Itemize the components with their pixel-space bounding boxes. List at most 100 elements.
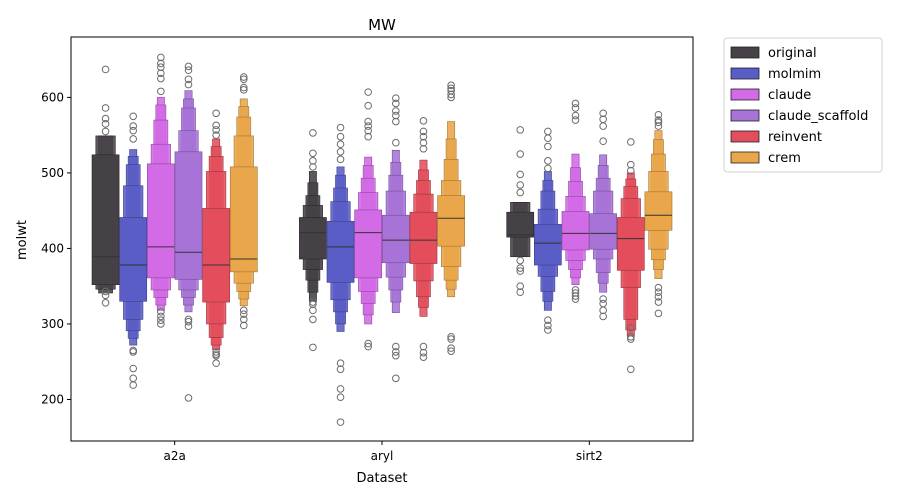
outlier-point <box>392 348 400 356</box>
plot-area <box>91 53 673 426</box>
outlier-point <box>516 126 525 134</box>
legend-label-molmim: molmim <box>768 67 821 82</box>
outlier-point <box>599 115 607 124</box>
boxen-box <box>561 211 590 251</box>
outlier-point <box>419 117 428 125</box>
legend-label-claude_scaffold: claude_scaffold <box>768 109 868 124</box>
outlier-point <box>392 117 400 126</box>
boxen-box <box>409 211 438 264</box>
outlier-point <box>392 94 400 102</box>
outlier-point <box>157 316 165 324</box>
outlier-point <box>516 288 525 297</box>
x-axis: a2a aryl sirt2 <box>163 441 603 463</box>
outlier-point <box>309 149 317 158</box>
outlier-point <box>157 63 165 72</box>
outlier-point <box>364 132 372 141</box>
outlier-point <box>419 348 428 357</box>
x-tick-label: sirt2 <box>576 449 603 463</box>
outlier-point <box>157 74 165 83</box>
outlier-point <box>364 88 372 96</box>
outlier-point <box>101 104 110 112</box>
boxen-molmim-a2a <box>119 112 148 389</box>
outlier-point <box>101 287 110 296</box>
boxen-box <box>326 220 355 283</box>
legend: original molmim claude claude_scaffoldreinv… <box>723 37 883 173</box>
outlier-point <box>516 256 525 265</box>
outlier-point <box>544 164 552 173</box>
legend-label-crem: crem <box>768 151 801 166</box>
outlier-point <box>627 166 635 175</box>
outlier-point <box>447 90 455 99</box>
outlier-point <box>571 104 580 112</box>
outlier-point <box>544 157 552 165</box>
outlier-point <box>212 350 220 358</box>
outlier-point <box>364 126 372 135</box>
outlier-point <box>516 170 525 179</box>
outlier-point <box>239 306 248 315</box>
x-tick-label: aryl <box>371 449 394 463</box>
outlier-point <box>627 335 635 343</box>
boxen-box <box>589 213 618 250</box>
outlier-point <box>419 132 428 141</box>
boxen-reinvent-a2a <box>202 109 230 368</box>
outlier-point <box>447 344 455 352</box>
outlier-point <box>129 126 137 135</box>
legend-frame <box>723 37 883 173</box>
boxen-box <box>506 211 535 238</box>
outlier-point <box>392 351 400 360</box>
boxen-crem-a2a <box>229 73 258 330</box>
outlier-point <box>212 109 220 118</box>
outlier-point <box>392 107 400 115</box>
outlier-point <box>447 335 455 343</box>
outlier-point <box>239 310 248 318</box>
outlier-point <box>447 81 455 90</box>
outlier-point <box>516 181 525 189</box>
outlier-point <box>627 365 635 374</box>
outlier-point <box>654 309 663 318</box>
legend-label-reinvent: reinvent <box>768 130 822 145</box>
outlier-point <box>544 127 552 136</box>
outlier-point <box>157 53 165 62</box>
boxen-molmim-sirt2 <box>534 127 562 334</box>
outlier-point <box>336 418 345 426</box>
outlier-point <box>184 62 193 71</box>
outlier-point <box>129 381 137 389</box>
outlier-point <box>654 288 663 297</box>
outlier-point <box>129 346 137 355</box>
outlier-point <box>654 283 663 292</box>
outlier-point <box>309 306 317 315</box>
outlier-point <box>447 347 455 355</box>
outlier-point <box>239 75 248 84</box>
outlier-point <box>184 394 193 402</box>
outlier-point <box>184 317 193 326</box>
boxen-box <box>91 154 120 285</box>
outlier-point <box>184 80 193 89</box>
outlier-point <box>157 69 165 78</box>
legend-swatch-crem <box>730 151 760 164</box>
outlier-point <box>336 385 345 393</box>
outlier-point <box>544 316 552 324</box>
outlier-point <box>157 312 165 321</box>
boxen-original-sirt2 <box>506 126 535 297</box>
y-tick-label: 400 <box>41 241 64 255</box>
outlier-point <box>212 121 220 130</box>
boxen-box <box>119 217 148 302</box>
outlier-point <box>571 116 580 124</box>
y-axis-label: molwt <box>15 220 30 260</box>
outlier-point <box>544 134 552 142</box>
outlier-point <box>364 122 372 130</box>
outlier-point <box>336 147 345 156</box>
boxen-claude-a2a <box>146 53 175 328</box>
outlier-point <box>364 117 372 126</box>
outlier-point <box>101 299 110 307</box>
y-tick-label: 200 <box>41 392 64 406</box>
boxen-reinvent-aryl <box>409 117 438 361</box>
boxen-molmim-aryl <box>326 123 355 426</box>
outlier-point <box>544 321 552 330</box>
legend-swatch-claude <box>730 88 760 101</box>
outlier-point <box>544 142 552 151</box>
boxen-box <box>202 208 230 303</box>
boxen-box <box>644 191 673 231</box>
outlier-point <box>309 300 317 309</box>
outlier-point <box>599 122 607 130</box>
